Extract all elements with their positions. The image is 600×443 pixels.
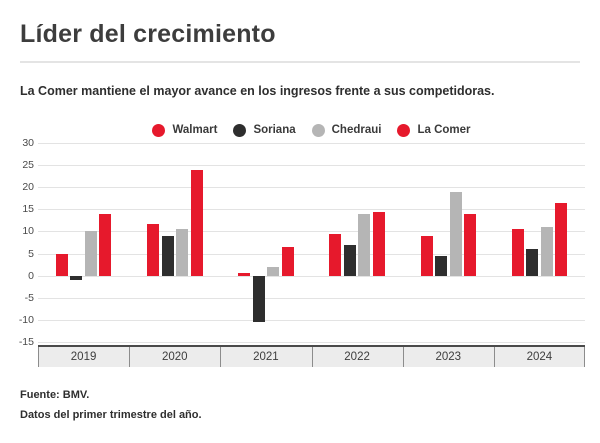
gridline-y-5 (38, 253, 585, 255)
gridline-y--15 (38, 342, 585, 343)
legend-item-chedraui: Chedraui (311, 123, 382, 137)
x-axis-tick (220, 347, 222, 367)
chart-legend: Walmart Soriana Chedraui La Comer (38, 121, 585, 139)
bar-la-comer-2024 (555, 202, 568, 276)
bar-la-comer-2019 (99, 213, 112, 276)
bar-soriana-2023 (435, 255, 447, 276)
bar-la-comer-2021 (281, 246, 294, 276)
legend-item-walmart: Walmart (152, 123, 218, 137)
gridline-y-10 (38, 231, 585, 233)
gridline-y-30 (38, 143, 585, 144)
y-tick-label: 5 (28, 247, 34, 260)
y-tick-label: 25 (22, 159, 34, 172)
x-axis-tick (129, 347, 131, 367)
y-tick-label: 30 (22, 137, 34, 149)
y-tick-label: 0 (28, 269, 34, 282)
x-axis-tick (402, 347, 404, 367)
legend-dot-walmart (152, 123, 166, 137)
x-axis-band: 2019 2020 2021 2022 2023 2024 (38, 345, 585, 367)
x-axis-label-2020: 2020 (161, 351, 188, 363)
x-axis-label-2021: 2021 (253, 351, 279, 363)
chart-subtitle: La Comer mantiene el mayor avance en los… (20, 84, 495, 98)
x-axis-tick (493, 347, 495, 367)
bar-soriana-2019 (70, 275, 83, 281)
legend-item-la-comer: La Comer (397, 123, 471, 137)
legend-dot-soriana (233, 123, 247, 137)
y-tick-label: 15 (22, 203, 34, 216)
period-note: Datos del primer trimestre del año. (20, 409, 202, 421)
x-axis-label-2024: 2024 (526, 351, 553, 363)
y-tick-label: 10 (22, 225, 34, 238)
bar-chedraui-2022 (358, 213, 371, 276)
title-divider (20, 61, 580, 63)
bar-chedraui-2020 (176, 229, 188, 276)
y-axis-labels: 30 25 20 15 10 5 0 -5 -10 -15 (0, 137, 34, 348)
bar-la-comer-2023 (464, 213, 476, 276)
bar-chedraui-2024 (540, 227, 553, 276)
bar-walmart-2020 (147, 223, 159, 276)
legend-dot-la-comer (397, 123, 411, 137)
bar-walmart-2024 (511, 229, 524, 276)
x-axis-label-2022: 2022 (344, 351, 370, 363)
y-tick-label: 20 (22, 181, 34, 194)
legend-label: Walmart (172, 124, 218, 136)
y-tick-label: -15 (18, 336, 34, 348)
gridline-y--10 (38, 319, 585, 321)
bar-walmart-2022 (329, 233, 342, 276)
x-axis-label-2019: 2019 (70, 351, 97, 363)
gridline-y-15 (38, 209, 585, 211)
bar-chedraui-2019 (84, 231, 97, 276)
legend-item-soriana: Soriana (233, 123, 296, 137)
bar-soriana-2022 (343, 244, 356, 276)
y-tick-label: -10 (18, 313, 34, 326)
bar-soriana-2021 (252, 275, 265, 323)
legend-label: La Comer (417, 124, 471, 136)
bar-soriana-2020 (161, 235, 174, 276)
legend-label: Soriana (253, 124, 296, 136)
x-axis-tick (38, 347, 39, 367)
legend-dot-chedraui (311, 123, 325, 137)
gridline-y-20 (38, 187, 585, 189)
x-axis-tick (584, 347, 585, 367)
bar-chart-plot (38, 143, 585, 343)
bar-walmart-2019 (55, 253, 68, 276)
bar-la-comer-2022 (372, 211, 385, 276)
bar-la-comer-2020 (190, 169, 203, 276)
bar-chedraui-2023 (449, 191, 462, 276)
x-axis-tick (311, 347, 313, 367)
x-axis-label-2023: 2023 (435, 351, 462, 363)
bar-chedraui-2021 (267, 266, 280, 276)
bar-walmart-2023 (420, 235, 433, 276)
legend-label: Chedraui (331, 124, 382, 136)
gridline-y-25 (38, 165, 585, 167)
bar-soriana-2024 (526, 249, 539, 276)
y-tick-label: -5 (24, 291, 34, 304)
source-note: Fuente: BMV. (20, 389, 90, 401)
gridline-y-0 (38, 275, 585, 277)
page-title: Líder del crecimiento (20, 20, 276, 48)
bar-walmart-2021 (238, 273, 251, 276)
gridline-y--5 (38, 297, 585, 299)
